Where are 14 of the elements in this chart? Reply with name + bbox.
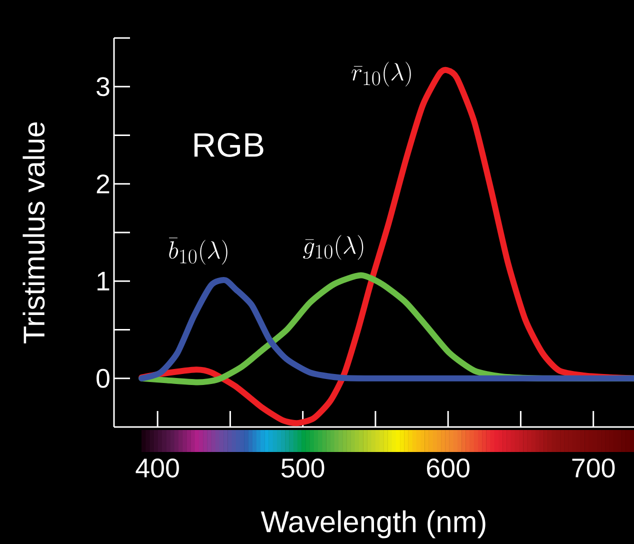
x-tick-label: 400 xyxy=(136,458,179,478)
y-tick-label: 0 xyxy=(96,368,110,388)
y-tick-label: 2 xyxy=(96,174,110,194)
y-tick-label: 1 xyxy=(98,272,110,290)
y-axis-title: Tristimulus value xyxy=(22,122,45,344)
series-label: $\bar{b}_{10}(\lambda)$ xyxy=(169,238,228,265)
x-tick-label: 600 xyxy=(427,458,470,478)
x-tick-label: 500 xyxy=(281,458,324,478)
annotation: RGB xyxy=(194,132,264,157)
series-label: $\bar{g}_{10}(\lambda)$ xyxy=(303,235,364,260)
series-label: $\bar{r}_{10}(\lambda)$ xyxy=(352,62,411,86)
x-axis-title: Wavelength (nm) xyxy=(260,510,486,538)
y-tick-label: 3 xyxy=(96,77,110,96)
x-tick-label: 700 xyxy=(572,458,615,478)
